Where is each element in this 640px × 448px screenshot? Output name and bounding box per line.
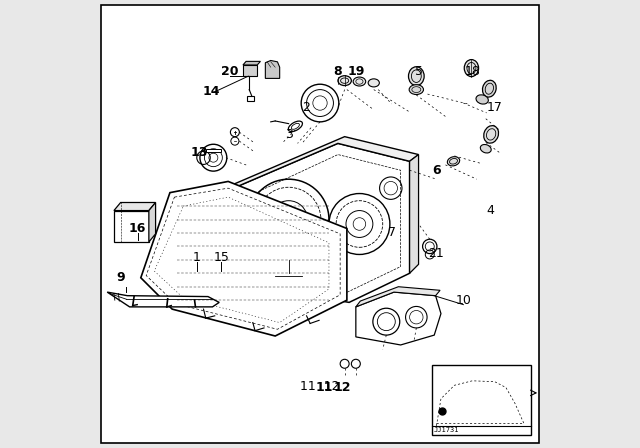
Text: 11: 11 [316, 381, 333, 394]
Circle shape [301, 84, 339, 122]
Polygon shape [149, 202, 156, 242]
Ellipse shape [353, 77, 365, 86]
Text: 19: 19 [347, 65, 365, 78]
Text: JJ1731: JJ1731 [434, 427, 460, 433]
Polygon shape [228, 137, 419, 190]
Polygon shape [356, 292, 441, 345]
Polygon shape [206, 149, 221, 152]
Text: 9: 9 [116, 271, 125, 284]
Text: 14: 14 [203, 85, 220, 99]
Polygon shape [141, 181, 347, 336]
Circle shape [340, 359, 349, 368]
Circle shape [200, 144, 227, 171]
Text: 1: 1 [193, 251, 201, 264]
Text: 10: 10 [456, 293, 471, 307]
Polygon shape [114, 202, 156, 211]
Polygon shape [248, 96, 253, 101]
Text: 13: 13 [190, 146, 208, 159]
Circle shape [373, 308, 400, 335]
Ellipse shape [483, 80, 496, 97]
Text: 20: 20 [221, 65, 238, 78]
Ellipse shape [464, 60, 479, 77]
Text: 18: 18 [465, 65, 480, 78]
Text: 7: 7 [388, 226, 396, 240]
Text: 8: 8 [333, 65, 342, 78]
Ellipse shape [368, 79, 380, 87]
Bar [432, 365, 531, 435]
Ellipse shape [476, 95, 488, 104]
Ellipse shape [338, 76, 351, 86]
Polygon shape [108, 292, 220, 307]
Polygon shape [410, 155, 419, 273]
Circle shape [351, 359, 360, 368]
Ellipse shape [484, 125, 499, 143]
Ellipse shape [447, 157, 460, 166]
Text: 2: 2 [303, 101, 310, 114]
Ellipse shape [481, 145, 491, 153]
Text: 17: 17 [487, 101, 502, 114]
Text: 15: 15 [214, 251, 229, 264]
Text: 3: 3 [285, 128, 292, 141]
Text: 11  12: 11 12 [300, 379, 340, 393]
Text: 16: 16 [129, 222, 147, 235]
Text: 5: 5 [415, 65, 422, 78]
Polygon shape [243, 65, 257, 76]
Ellipse shape [408, 67, 424, 86]
Polygon shape [243, 61, 260, 65]
Text: 21: 21 [429, 246, 444, 260]
Polygon shape [356, 287, 440, 307]
Ellipse shape [409, 85, 424, 95]
Text: 12: 12 [333, 381, 351, 394]
Polygon shape [114, 211, 149, 242]
Polygon shape [266, 60, 280, 78]
Circle shape [406, 306, 427, 328]
Polygon shape [228, 143, 410, 302]
Text: 6: 6 [432, 164, 441, 177]
Text: 4: 4 [486, 204, 494, 217]
